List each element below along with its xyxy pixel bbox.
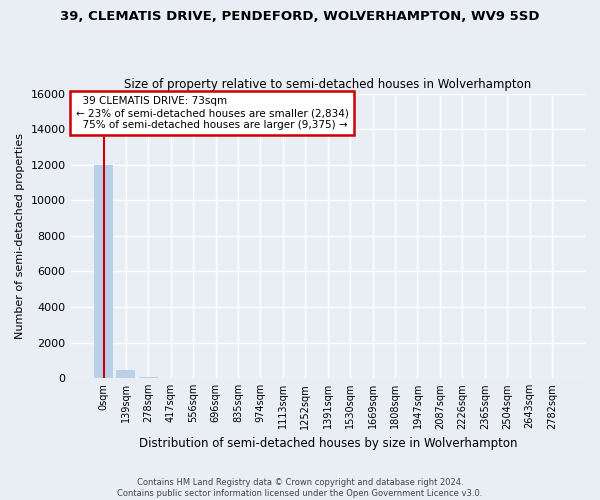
Bar — [94, 164, 113, 378]
Text: Contains HM Land Registry data © Crown copyright and database right 2024.
Contai: Contains HM Land Registry data © Crown c… — [118, 478, 482, 498]
Bar — [116, 370, 136, 378]
Bar — [139, 377, 158, 378]
Text: 39, CLEMATIS DRIVE, PENDEFORD, WOLVERHAMPTON, WV9 5SD: 39, CLEMATIS DRIVE, PENDEFORD, WOLVERHAM… — [60, 10, 540, 23]
Text: 39 CLEMATIS DRIVE: 73sqm  
← 23% of semi-detached houses are smaller (2,834)
  7: 39 CLEMATIS DRIVE: 73sqm ← 23% of semi-d… — [76, 96, 349, 130]
Y-axis label: Number of semi-detached properties: Number of semi-detached properties — [15, 133, 25, 339]
X-axis label: Distribution of semi-detached houses by size in Wolverhampton: Distribution of semi-detached houses by … — [139, 437, 517, 450]
Title: Size of property relative to semi-detached houses in Wolverhampton: Size of property relative to semi-detach… — [124, 78, 532, 91]
